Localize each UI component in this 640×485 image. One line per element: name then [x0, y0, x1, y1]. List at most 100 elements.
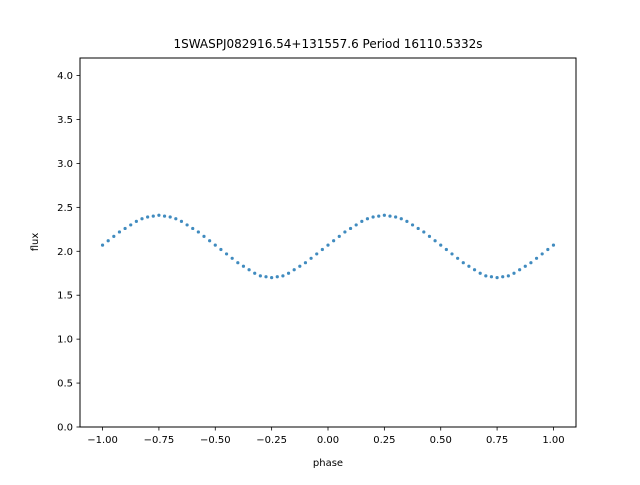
data-point [151, 214, 155, 218]
x-tick-label: −0.50 [200, 435, 231, 446]
x-tick-label: −0.25 [256, 435, 287, 446]
data-point [348, 226, 353, 231]
data-point [450, 252, 454, 256]
data-point [298, 264, 302, 268]
data-point [174, 217, 178, 221]
data-point [427, 234, 432, 238]
data-point [472, 268, 477, 272]
data-point [320, 247, 324, 252]
plot-frame [79, 57, 577, 428]
data-point [208, 239, 212, 243]
data-point [213, 243, 217, 247]
data-point [230, 256, 234, 260]
data-point [371, 215, 375, 219]
data-points [100, 213, 556, 280]
x-tick-label: 0.25 [373, 435, 395, 446]
x-tick-label: 0.75 [486, 435, 508, 446]
y-tick-label: 2.5 [57, 203, 73, 214]
data-point [179, 219, 184, 224]
x-tick-label: 1.00 [542, 435, 564, 446]
data-point [275, 275, 279, 279]
data-point [551, 243, 556, 247]
data-point [112, 234, 116, 238]
data-point [484, 274, 488, 278]
data-point [270, 276, 274, 280]
y-tick-label: 4.0 [57, 71, 73, 82]
y-tick-label: 0.0 [57, 423, 73, 434]
data-point [506, 274, 510, 278]
data-point [501, 275, 505, 279]
data-point [461, 261, 465, 265]
y-tick-label: 3.0 [57, 159, 73, 170]
data-point [185, 223, 189, 227]
y-tick-label: 1.0 [57, 335, 73, 346]
data-point [512, 271, 516, 275]
data-point [495, 276, 499, 280]
data-point [236, 261, 240, 265]
data-point [399, 217, 403, 221]
data-point [354, 223, 358, 227]
y-tick-label: 1.5 [57, 291, 73, 302]
data-point [422, 230, 426, 234]
x-tick-label: 0.00 [317, 435, 339, 446]
data-point [529, 261, 533, 265]
data-point [224, 252, 229, 256]
x-axis: −1.00 −0.75 −0.50 −0.25 0.00 0.25 0.50 0.75 1.00 [87, 427, 565, 446]
data-point [123, 226, 127, 231]
data-point [303, 261, 308, 265]
data-point [241, 264, 246, 268]
data-point [540, 252, 544, 256]
data-point [377, 214, 381, 218]
data-point [456, 256, 460, 260]
data-point [134, 219, 138, 224]
data-point [264, 275, 268, 279]
data-point [281, 274, 285, 278]
x-tick-label: −0.75 [144, 435, 175, 446]
data-point [518, 268, 522, 272]
data-point [100, 243, 105, 247]
data-point [286, 271, 291, 275]
data-point [444, 247, 448, 252]
data-point [337, 234, 341, 238]
data-point [191, 226, 195, 231]
x-tick-label: 0.50 [430, 435, 452, 446]
data-point [382, 213, 386, 217]
chart-title: 1SWASPJ082916.54+131557.6 Period 16110.5… [173, 37, 482, 51]
data-point [309, 256, 313, 260]
data-point [129, 223, 133, 227]
data-point [467, 264, 471, 268]
data-point [405, 219, 409, 224]
data-point [247, 268, 251, 272]
data-point [523, 264, 527, 268]
data-point [478, 271, 482, 275]
y-tick-label: 3.5 [57, 115, 73, 126]
data-point [326, 243, 330, 247]
data-point [253, 271, 257, 275]
data-point [365, 217, 370, 221]
data-point [315, 252, 319, 256]
data-point [439, 243, 443, 247]
y-axis-label: flux [30, 233, 41, 252]
data-point [292, 268, 296, 272]
data-point [140, 217, 144, 221]
x-tick-label: −1.00 [87, 435, 118, 446]
data-point [360, 219, 364, 224]
data-point [546, 247, 550, 252]
data-point [489, 275, 494, 279]
data-point [258, 274, 262, 278]
data-point [433, 239, 437, 243]
data-point [410, 223, 415, 227]
data-point [117, 230, 122, 234]
data-point [534, 256, 539, 260]
data-point [416, 226, 420, 231]
y-tick-label: 2.0 [57, 247, 73, 258]
data-point [343, 230, 347, 234]
data-point [196, 230, 200, 234]
data-point [157, 213, 161, 217]
data-point [332, 239, 336, 243]
data-point [162, 214, 167, 218]
data-point [219, 247, 223, 252]
data-point [146, 215, 150, 219]
